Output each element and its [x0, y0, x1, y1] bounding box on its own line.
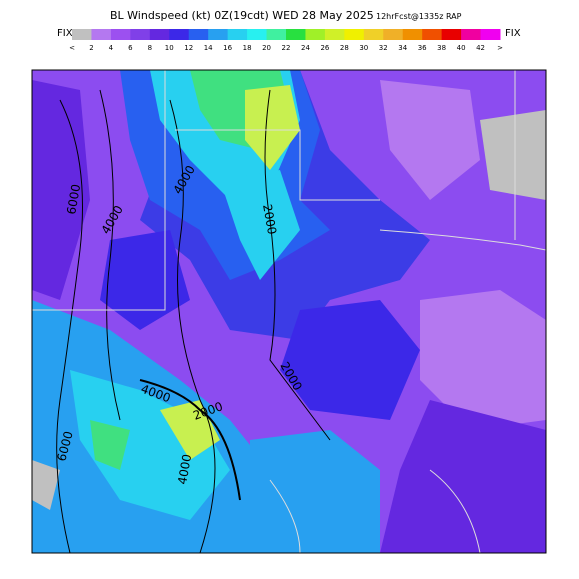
- legend-tick-label: 38: [437, 44, 446, 52]
- legend-tick-label: <: [69, 44, 75, 52]
- legend-right-label: FIX: [505, 28, 521, 39]
- legend-tick-label: 2: [89, 44, 93, 52]
- color-swatch: [402, 29, 423, 40]
- contour-label: 2000: [260, 203, 279, 236]
- color-swatch: [286, 29, 306, 40]
- legend-tick-label: 16: [223, 44, 232, 52]
- color-swatch: [247, 29, 268, 40]
- color-swatch: [344, 29, 365, 40]
- legend-tick-label: 34: [398, 44, 407, 52]
- legend-tick-label: 26: [320, 44, 329, 52]
- legend-tick-label: 14: [204, 44, 213, 52]
- forecast-info: 12hrFcst@1335z RAP: [376, 12, 462, 21]
- color-swatch: [72, 29, 92, 40]
- legend-tick-label: >: [497, 44, 503, 52]
- legend-tick-label: 28: [340, 44, 349, 52]
- legend-tick-label: 32: [379, 44, 388, 52]
- color-swatch: [110, 29, 131, 40]
- legend-tick-label: 24: [301, 44, 310, 52]
- legend-tick-label: 22: [282, 44, 291, 52]
- color-swatch: [227, 29, 248, 40]
- color-swatch: [91, 29, 112, 40]
- legend-tick-label: 36: [418, 44, 427, 52]
- color-swatch: [208, 29, 229, 40]
- legend-left-label: FIX: [57, 28, 73, 39]
- color-swatch: [266, 29, 287, 40]
- title: BL Windspeed (kt) 0Z(19cdt) WED 28 May 2…: [110, 9, 374, 22]
- color-swatch: [305, 29, 326, 40]
- color-swatch: [130, 29, 151, 40]
- legend-tick-label: 6: [128, 44, 133, 52]
- legend-tick-label: 18: [243, 44, 252, 52]
- color-swatch: [480, 29, 501, 40]
- legend-tick-label: 10: [165, 44, 174, 52]
- legend-tick-label: 42: [476, 44, 485, 52]
- map: 6000 4000 4000 2000 2000 4000 2000 6000 …: [31, 69, 547, 554]
- color-bar: <2 4 6 8 10 12 14 16 18 20 22 24 26 28 30 32 34 36 38 40 42 >: [69, 29, 503, 52]
- contour-label: 6000: [64, 183, 83, 216]
- legend-tick-label: 20: [262, 44, 271, 52]
- legend-tick-label: 12: [184, 44, 193, 52]
- color-swatch: [441, 29, 462, 40]
- color-swatch: [422, 29, 443, 40]
- color-swatch: [188, 29, 209, 40]
- color-swatch: [149, 29, 170, 40]
- color-swatch: [383, 29, 404, 40]
- contour-label: 4000: [175, 453, 194, 486]
- color-swatch: [324, 29, 345, 40]
- color-swatch: [363, 29, 384, 40]
- color-swatch: [169, 29, 190, 40]
- legend-tick-label: 40: [457, 44, 466, 52]
- legend-tick-label: 8: [148, 44, 152, 52]
- legend-tick-label: 4: [109, 44, 114, 52]
- color-swatch: [461, 29, 482, 40]
- legend-tick-label: 30: [359, 44, 368, 52]
